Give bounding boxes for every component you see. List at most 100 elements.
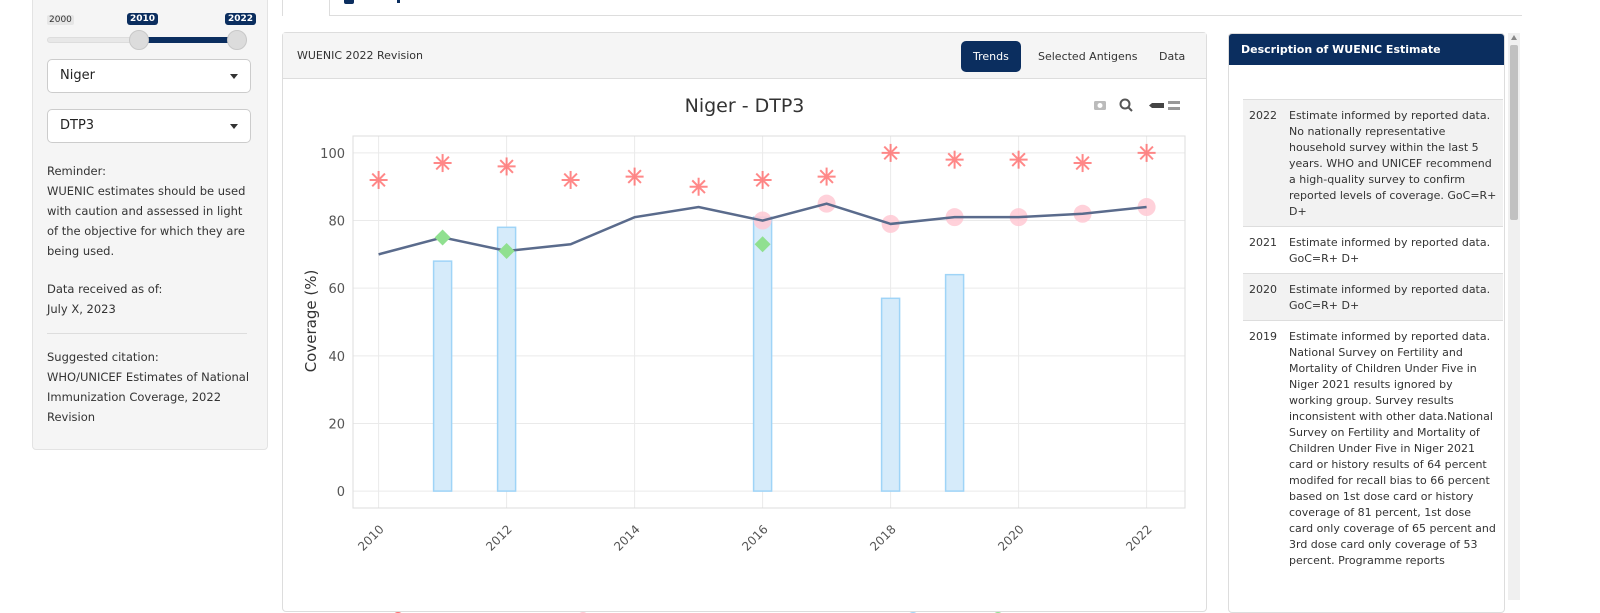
row-text: Estimate informed by reported data. GoC=… (1289, 283, 1491, 312)
y-tick-label: 100 (320, 147, 345, 162)
y-axis-label: Coverage (%) (302, 270, 320, 373)
reported-point (625, 167, 644, 186)
description-header: Description of WUENIC Estimate (1229, 34, 1504, 65)
divider (47, 333, 247, 334)
citation-label: Suggested citation: (47, 350, 159, 364)
card-title: WUENIC 2022 Revision (297, 49, 423, 62)
official-points (753, 194, 1156, 233)
slider-low-label: 2010 (127, 13, 159, 25)
reported-point (817, 167, 836, 186)
scroll-up-arrow-icon[interactable] (1511, 35, 1517, 40)
reported-points (369, 143, 1156, 196)
info-icon[interactable] (397, 0, 400, 3)
reported-point (753, 170, 772, 189)
coverage-chart: 0 20 40 60 80 100 2010 2012 2014 2016 2018 2020 202… (302, 135, 1186, 613)
menu-icon[interactable] (1168, 101, 1180, 110)
pan-icon[interactable] (1149, 103, 1164, 108)
modebar (1094, 98, 1180, 112)
x-tick-labels: 2010 2012 2014 2016 2018 2020 2022 (355, 522, 1154, 553)
survey-bar (496, 226, 517, 492)
scroll-thumb[interactable] (1510, 45, 1518, 220)
asterisk-stroke (1011, 152, 1026, 167)
survey-diamond-point (434, 229, 451, 246)
row-year: 2022 (1249, 109, 1277, 122)
table-icon[interactable] (344, 0, 354, 4)
country-select-value: Niger (60, 68, 95, 83)
description-row: 2019 Estimate informed by reported data.… (1243, 320, 1503, 575)
tab-chart[interactable] (282, 0, 330, 16)
survey-diamond-point (498, 242, 515, 259)
pill-trends[interactable]: Trends (961, 41, 1021, 72)
survey-bar (432, 260, 453, 492)
pill-selected-antigens[interactable]: Selected Antigens (1038, 50, 1138, 63)
y-tick-label: 40 (328, 350, 345, 365)
zoom-icon[interactable] (1119, 98, 1133, 112)
card-header: WUENIC 2022 Revision Trends Selected Ant… (283, 33, 1206, 79)
reminder-title: Reminder: (47, 164, 107, 178)
reminder-text: WUENIC estimates should be used with cau… (47, 184, 246, 258)
sidebar: 2000 2010 2022 Niger DTP3 Reminder: WUEN… (32, 0, 268, 450)
y-tick-label: 0 (337, 485, 345, 500)
reported-point (369, 170, 388, 189)
asterisk-stroke (691, 179, 706, 194)
top-tabs (282, 0, 1522, 16)
x-tick-label: 2014 (611, 522, 642, 553)
slider-fill (141, 37, 241, 43)
row-text: Estimate informed by reported data. Nati… (1289, 330, 1496, 567)
asterisk-stroke (1075, 155, 1090, 171)
description-row: 2022 Estimate informed by reported data.… (1243, 99, 1503, 226)
data-received-value: July X, 2023 (47, 302, 116, 316)
asterisk-stroke (819, 169, 834, 184)
reported-point (689, 177, 708, 196)
asterisk-stroke (1139, 145, 1154, 160)
row-year: 2020 (1249, 283, 1277, 296)
reported-point (1137, 143, 1156, 162)
asterisk-stroke (371, 172, 386, 188)
x-tick-label: 2010 (355, 522, 386, 553)
row-year: 2019 (1249, 330, 1277, 343)
description-scrollbar[interactable] (1508, 33, 1520, 600)
row-year: 2021 (1249, 236, 1277, 249)
country-select[interactable]: Niger (47, 59, 251, 93)
asterisk-stroke (883, 145, 898, 160)
x-tick-label: 2018 (867, 522, 898, 553)
year-range-slider[interactable]: 2000 2010 2022 (47, 11, 257, 51)
citation-block: Suggested citation: WHO/UNICEF Estimates… (47, 347, 257, 427)
row-text: Estimate informed by reported data. GoC=… (1289, 236, 1491, 265)
reported-point (561, 170, 580, 189)
description-table: 2022 Estimate informed by reported data.… (1243, 99, 1503, 575)
data-received-block: Data received as of: July X, 2023 (47, 279, 257, 319)
reported-point (881, 143, 900, 162)
camera-icon[interactable] (1094, 101, 1106, 110)
slider-high-handle[interactable] (227, 30, 247, 50)
chevron-down-icon (230, 74, 238, 79)
asterisk-stroke (499, 159, 514, 174)
vaccine-select[interactable]: DTP3 (47, 109, 251, 143)
pill-data[interactable]: Data (1159, 50, 1186, 63)
chart-icon (299, 0, 311, 1)
asterisk-stroke (435, 155, 450, 171)
asterisk-stroke (947, 152, 962, 167)
chart-title: Niger - DTP3 (684, 95, 805, 117)
vaccine-select-value: DTP3 (60, 118, 95, 133)
asterisk-stroke (755, 172, 770, 188)
survey-points (434, 229, 771, 259)
reported-point (497, 157, 516, 176)
description-panel: Description of WUENIC Estimate 2022 Esti… (1228, 33, 1505, 613)
y-tick-label: 80 (328, 215, 345, 230)
slider-min-label: 2000 (47, 15, 74, 25)
main-card: WUENIC 2022 Revision Trends Selected Ant… (282, 32, 1207, 613)
x-tick-label: 2020 (995, 522, 1026, 553)
slider-low-handle[interactable] (129, 30, 149, 50)
reported-point (945, 150, 964, 169)
asterisk-stroke (627, 169, 642, 184)
reported-point (433, 154, 452, 173)
reported-point (1009, 150, 1028, 169)
y-tick-label: 20 (328, 417, 345, 432)
survey-bar (944, 273, 965, 492)
y-tick-labels: 0 20 40 60 80 100 (320, 147, 345, 500)
survey-bar (752, 216, 773, 492)
y-tick-label: 60 (328, 282, 345, 297)
description-row: 2020 Estimate informed by reported data.… (1243, 273, 1503, 320)
x-tick-label: 2022 (1123, 522, 1154, 553)
